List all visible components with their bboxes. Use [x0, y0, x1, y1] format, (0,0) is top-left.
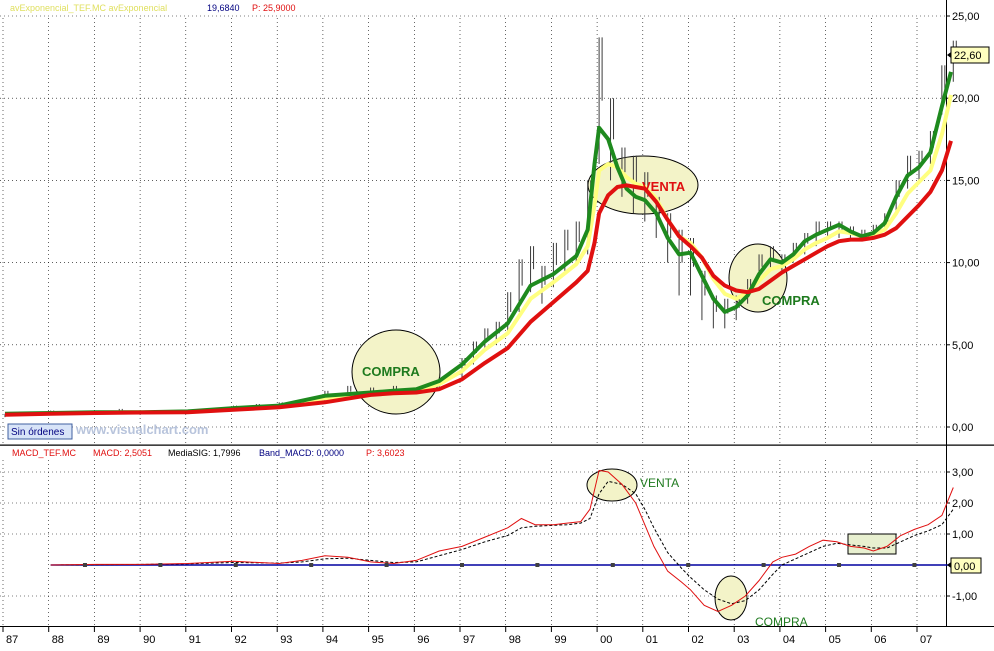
x-axis-ticks: 87 88 89 90 91 92 93 94 95 96 97 98 99 00 01 02 03 04 05 06… — [2, 626, 932, 646]
x-tick-label: 01 — [646, 634, 658, 646]
x-tick-label: 94 — [326, 634, 338, 646]
macd-last-pointer-icon — [947, 562, 951, 568]
sell-label: VENTA — [642, 179, 686, 194]
orders-button[interactable] — [7, 423, 73, 440]
y-tick-label: 3,00 — [952, 467, 973, 479]
y-tick-label: 1,00 — [952, 529, 973, 541]
x-tick-label: 89 — [97, 634, 109, 646]
y-tick-label: 5,00 — [952, 340, 973, 352]
zero-marker — [837, 563, 842, 567]
x-tick-label: 97 — [463, 634, 475, 646]
macd-legend-signal: MediaSIG: 1,7996 — [168, 448, 241, 458]
zero-marker — [535, 563, 540, 567]
y-tick-label: 2,00 — [952, 498, 973, 510]
zero-marker — [460, 563, 464, 567]
x-tick-label: 02 — [692, 634, 704, 646]
last-price-value: 22,60 — [954, 50, 982, 62]
zero-marker — [761, 563, 766, 567]
price-panel — [0, 0, 994, 446]
x-tick-label: 88 — [52, 634, 64, 646]
watermark: www.visualchart.com — [75, 422, 208, 437]
x-tick-label: 00 — [600, 634, 612, 646]
price-legend-value-a: 19,6840 — [207, 3, 240, 13]
moving-averages — [4, 71, 953, 417]
x-tick-label: 92 — [235, 634, 247, 646]
macd-legend-series: MACD_TEF.MC — [12, 448, 77, 458]
zero-marker — [233, 563, 238, 567]
x-tick-label: 95 — [372, 634, 384, 646]
macd-legend-macd: MACD: 2,5051 — [93, 448, 152, 458]
price-legend-label: avExponencial_TEF.MC avExponencial — [10, 3, 167, 13]
zero-marker — [912, 563, 917, 567]
macd-last-value: 0,00 — [954, 561, 975, 573]
buy-label-2: COMPRA — [762, 293, 820, 308]
zero-marker — [610, 563, 615, 567]
ema-slow-line — [4, 140, 953, 417]
y-tick-label: -1,00 — [952, 591, 977, 603]
zero-marker — [384, 563, 389, 567]
price-legend-value-b: P: 25,9000 — [252, 3, 296, 13]
macd-highlight-box — [847, 533, 897, 555]
zero-marker — [158, 563, 163, 567]
macd-lines — [50, 469, 956, 613]
orders-button-label: Sin órdenes — [11, 427, 64, 438]
x-tick-label: 99 — [554, 634, 566, 646]
x-tick-label: 93 — [280, 634, 292, 646]
macd-zero-markers — [82, 563, 917, 567]
macd-buy-label: COMPRA — [755, 615, 808, 629]
zero-marker — [686, 563, 691, 567]
zero-marker — [82, 563, 87, 567]
ema-fast-line — [4, 71, 953, 416]
x-tick-label: 98 — [509, 634, 521, 646]
macd-y-axis: -1,00 1,00 2,00 3,00 — [946, 467, 977, 603]
macd-legend-band: Band_MACD: 0,0000 — [259, 448, 344, 458]
macd-panel — [0, 446, 994, 626]
macd-line — [50, 469, 954, 613]
last-price-pointer-icon — [947, 52, 951, 58]
zero-marker — [309, 563, 314, 567]
x-tick-label: 90 — [143, 634, 155, 646]
macd-grid — [0, 460, 946, 626]
buy-label-1: COMPRA — [362, 364, 420, 379]
y-tick-label: 25,00 — [952, 11, 980, 23]
y-tick-label: 0,00 — [952, 422, 973, 434]
x-tick-label: 96 — [417, 634, 429, 646]
y-tick-label: 10,00 — [952, 258, 980, 270]
x-tick-label: 91 — [189, 634, 201, 646]
x-tick-label: 05 — [829, 634, 841, 646]
x-tick-label: 04 — [783, 634, 795, 646]
macd-sell-label: VENTA — [640, 476, 679, 490]
macd-legend-p: P: 3,6023 — [366, 448, 405, 458]
y-tick-label: 20,00 — [952, 93, 980, 105]
x-tick-label: 06 — [874, 634, 886, 646]
x-tick-label: 03 — [737, 634, 749, 646]
macd-sell-bubble — [586, 468, 638, 502]
y-tick-label: 15,00 — [952, 175, 980, 187]
x-tick-label: 07 — [920, 634, 932, 646]
price-y-axis: 0,00 5,00 10,00 15,00 20,00 25,00 — [946, 11, 980, 434]
x-tick-label: 87 — [6, 634, 18, 646]
